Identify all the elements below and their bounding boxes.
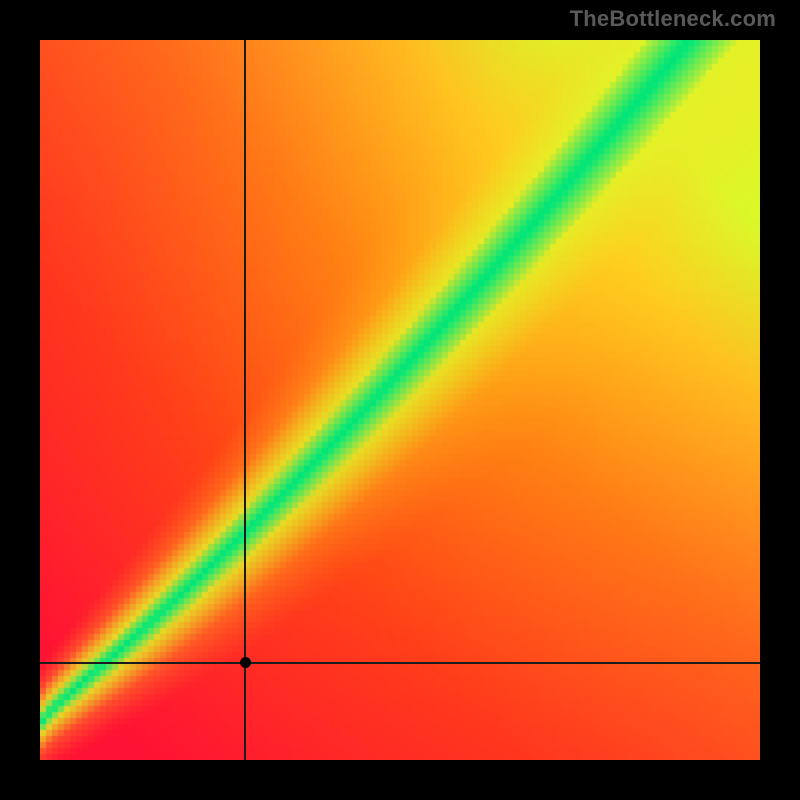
watermark-text: TheBottleneck.com [570,6,776,32]
crosshair-marker-dot [240,657,251,668]
crosshair-horizontal-line [40,662,760,664]
crosshair-vertical-line [244,40,246,760]
bottleneck-heatmap [40,40,760,760]
chart-container: TheBottleneck.com [0,0,800,800]
